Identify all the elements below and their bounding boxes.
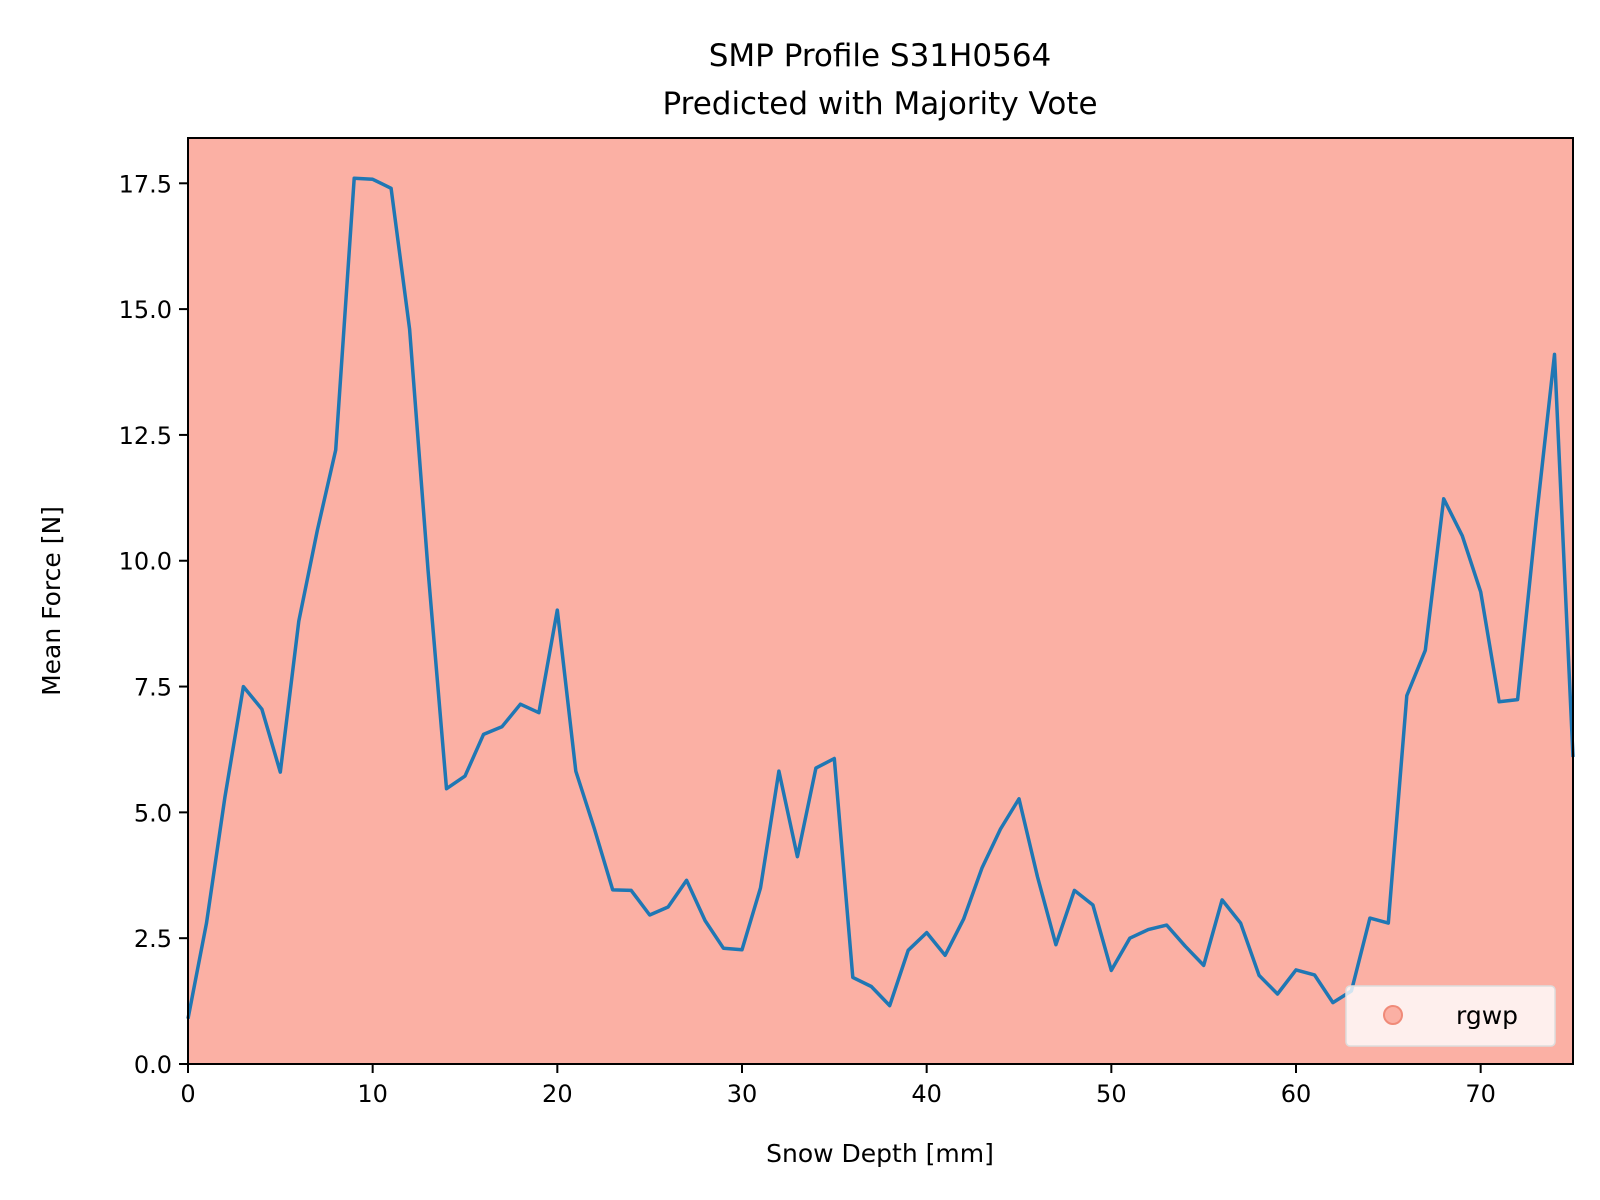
chart-title: SMP Profile S31H0564 (709, 38, 1052, 74)
x-tick-label: 20 (542, 1080, 573, 1108)
chart-subtitle: Predicted with Majority Vote (662, 86, 1097, 122)
y-tick-label: 0.0 (134, 1051, 172, 1079)
x-tick-label: 0 (180, 1080, 195, 1108)
x-tick-label: 10 (357, 1080, 388, 1108)
x-tick-label: 70 (1465, 1080, 1496, 1108)
y-tick-label: 5.0 (134, 799, 172, 827)
x-tick-label: 50 (1096, 1080, 1127, 1108)
legend: rgwp (1345, 985, 1556, 1047)
y-tick-label: 7.5 (134, 674, 172, 702)
y-tick-label: 2.5 (134, 925, 172, 953)
x-tick-label: 60 (1281, 1080, 1312, 1108)
x-tick-label: 30 (727, 1080, 758, 1108)
y-axis-ticks: 0.0 2.5 5.0 7.5 10.0 12.5 15.0 17.5 (119, 170, 188, 1079)
legend-box (1345, 985, 1556, 1047)
x-axis-ticks: 0 10 20 30 40 50 60 70 (180, 1064, 1496, 1108)
y-tick-label: 10.0 (119, 548, 172, 576)
y-tick-label: 15.0 (119, 296, 172, 324)
legend-label: rgwp (1456, 1001, 1518, 1030)
y-tick-label: 17.5 (119, 170, 172, 198)
x-tick-label: 40 (911, 1080, 942, 1108)
mean-force-line (186, 176, 1575, 1020)
axes-frame (187, 137, 1574, 1065)
y-tick-label: 12.5 (119, 422, 172, 450)
y-axis-title: Mean Force [N] (37, 506, 66, 696)
x-axis-title: Snow Depth [mm] (766, 1139, 994, 1168)
legend-marker (1383, 1005, 1403, 1025)
plot-background (188, 138, 1573, 1064)
